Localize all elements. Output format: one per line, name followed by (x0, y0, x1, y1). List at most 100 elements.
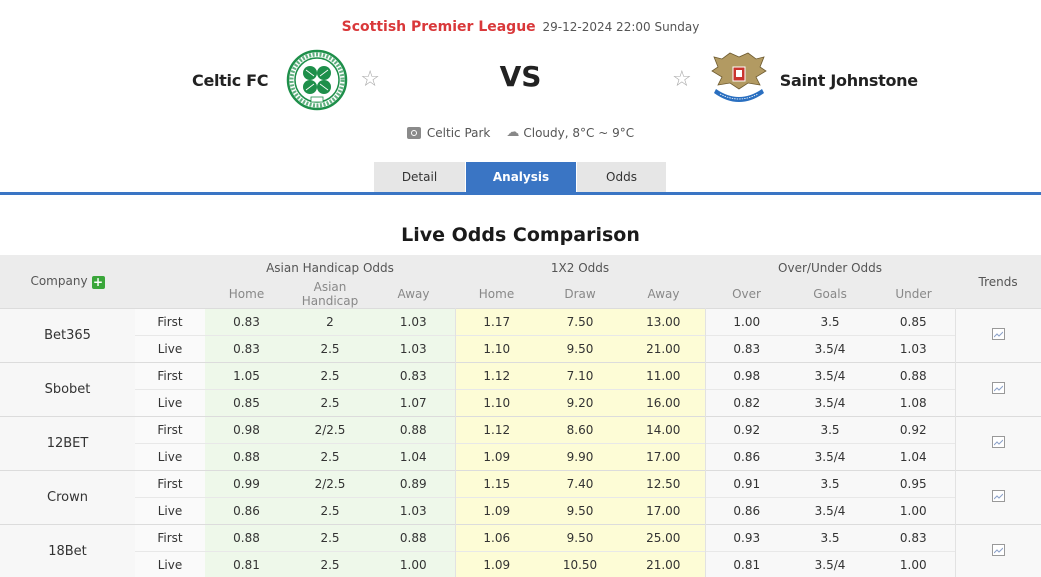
ou-goals-line[interactable]: 3.5/4 (788, 335, 873, 363)
ou-under-odds[interactable]: 0.88 (872, 362, 956, 390)
1x2-draw-odds[interactable]: 7.10 (538, 362, 622, 390)
ou-over-odds[interactable]: 0.93 (705, 524, 789, 552)
ou-over-odds[interactable]: 0.83 (705, 335, 789, 363)
ou-goals-line[interactable]: 3.5 (788, 416, 873, 444)
ou-under-odds[interactable]: 0.85 (872, 308, 956, 336)
1x2-home-odds[interactable]: 1.06 (455, 524, 538, 552)
ou-over-odds[interactable]: 0.82 (705, 389, 789, 417)
tab-analysis[interactable]: Analysis (466, 162, 576, 192)
ou-goals-line[interactable]: 3.5 (788, 470, 873, 498)
company-name[interactable]: Bet365 (0, 308, 135, 363)
ah-home-odds[interactable]: 0.86 (205, 497, 288, 525)
1x2-away-odds[interactable]: 13.00 (622, 308, 706, 336)
ah-away-odds[interactable]: 0.89 (372, 470, 456, 498)
ou-over-odds[interactable]: 0.86 (705, 497, 789, 525)
ah-away-odds[interactable]: 1.00 (372, 551, 456, 577)
ah-handicap-line[interactable]: 2.5 (288, 551, 372, 577)
ou-over-odds[interactable]: 1.00 (705, 308, 789, 336)
ah-away-odds[interactable]: 0.88 (372, 416, 456, 444)
ah-handicap-line[interactable]: 2/2.5 (288, 416, 372, 444)
1x2-home-odds[interactable]: 1.17 (455, 308, 538, 336)
ou-goals-line[interactable]: 3.5/4 (788, 389, 873, 417)
home-team-name[interactable]: Celtic FC (192, 70, 269, 90)
1x2-draw-odds[interactable]: 9.90 (538, 443, 622, 471)
trend-chart-icon[interactable] (991, 436, 1005, 448)
1x2-away-odds[interactable]: 12.50 (622, 470, 706, 498)
ah-away-odds[interactable]: 0.83 (372, 362, 456, 390)
1x2-home-odds[interactable]: 1.12 (455, 362, 538, 390)
trend-chart-icon[interactable] (991, 382, 1005, 394)
ah-away-odds[interactable]: 0.88 (372, 524, 456, 552)
ah-home-odds[interactable]: 0.98 (205, 416, 288, 444)
ah-home-odds[interactable]: 0.83 (205, 308, 288, 336)
1x2-home-odds[interactable]: 1.12 (455, 416, 538, 444)
tab-odds[interactable]: Odds (577, 162, 666, 192)
celtic-crest-icon[interactable] (286, 49, 348, 111)
ah-away-odds[interactable]: 1.03 (372, 497, 456, 525)
ah-handicap-line[interactable]: 2.5 (288, 335, 372, 363)
ah-home-odds[interactable]: 0.81 (205, 551, 288, 577)
ah-home-odds[interactable]: 0.88 (205, 524, 288, 552)
ou-over-odds[interactable]: 0.81 (705, 551, 789, 577)
1x2-draw-odds[interactable]: 9.50 (538, 524, 622, 552)
1x2-draw-odds[interactable]: 7.50 (538, 308, 622, 336)
trend-chart-icon[interactable] (991, 544, 1005, 556)
ah-handicap-line[interactable]: 2/2.5 (288, 470, 372, 498)
ou-under-odds[interactable]: 1.00 (872, 497, 956, 525)
ou-goals-line[interactable]: 3.5/4 (788, 443, 873, 471)
trend-chart-icon[interactable] (991, 328, 1005, 340)
ah-handicap-line[interactable]: 2.5 (288, 497, 372, 525)
ah-handicap-line[interactable]: 2.5 (288, 524, 372, 552)
ah-away-odds[interactable]: 1.03 (372, 308, 456, 336)
ah-home-odds[interactable]: 1.05 (205, 362, 288, 390)
1x2-home-odds[interactable]: 1.10 (455, 389, 538, 417)
ou-goals-line[interactable]: 3.5 (788, 308, 873, 336)
ou-under-odds[interactable]: 0.83 (872, 524, 956, 552)
ah-home-odds[interactable]: 0.83 (205, 335, 288, 363)
ou-goals-line[interactable]: 3.5 (788, 524, 873, 552)
1x2-home-odds[interactable]: 1.15 (455, 470, 538, 498)
1x2-away-odds[interactable]: 17.00 (622, 497, 706, 525)
ah-away-odds[interactable]: 1.04 (372, 443, 456, 471)
1x2-home-odds[interactable]: 1.10 (455, 335, 538, 363)
ah-handicap-line[interactable]: 2 (288, 308, 372, 336)
ou-over-odds[interactable]: 0.98 (705, 362, 789, 390)
ou-under-odds[interactable]: 0.95 (872, 470, 956, 498)
add-company-plus-icon[interactable]: + (91, 275, 105, 289)
ou-goals-line[interactable]: 3.5/4 (788, 551, 873, 577)
favorite-away-star-icon[interactable]: ☆ (672, 67, 692, 92)
ah-away-odds[interactable]: 1.03 (372, 335, 456, 363)
ah-home-odds[interactable]: 0.99 (205, 470, 288, 498)
ou-under-odds[interactable]: 1.00 (872, 551, 956, 577)
st-johnstone-crest-icon[interactable] (708, 49, 770, 111)
ah-handicap-line[interactable]: 2.5 (288, 362, 372, 390)
away-team-name[interactable]: Saint Johnstone (779, 70, 918, 90)
trend-chart-icon[interactable] (991, 490, 1005, 502)
ou-over-odds[interactable]: 0.92 (705, 416, 789, 444)
ou-over-odds[interactable]: 0.86 (705, 443, 789, 471)
favorite-home-star-icon[interactable]: ☆ (360, 67, 380, 92)
ou-under-odds[interactable]: 1.04 (872, 443, 956, 471)
1x2-away-odds[interactable]: 21.00 (622, 551, 706, 577)
ou-under-odds[interactable]: 0.92 (872, 416, 956, 444)
league-name[interactable]: Scottish Premier League (341, 19, 536, 35)
ah-handicap-line[interactable]: 2.5 (288, 443, 372, 471)
tab-detail[interactable]: Detail (374, 162, 465, 192)
ah-handicap-line[interactable]: 2.5 (288, 389, 372, 417)
1x2-away-odds[interactable]: 14.00 (622, 416, 706, 444)
ah-home-odds[interactable]: 0.88 (205, 443, 288, 471)
company-name[interactable]: Sbobet (0, 362, 135, 417)
ou-under-odds[interactable]: 1.08 (872, 389, 956, 417)
company-name[interactable]: Crown (0, 470, 135, 525)
ou-under-odds[interactable]: 1.03 (872, 335, 956, 363)
1x2-away-odds[interactable]: 16.00 (622, 389, 706, 417)
1x2-away-odds[interactable]: 17.00 (622, 443, 706, 471)
1x2-away-odds[interactable]: 21.00 (622, 335, 706, 363)
1x2-draw-odds[interactable]: 9.50 (538, 335, 622, 363)
1x2-away-odds[interactable]: 25.00 (622, 524, 706, 552)
ou-goals-line[interactable]: 3.5/4 (788, 497, 873, 525)
1x2-draw-odds[interactable]: 10.50 (538, 551, 622, 577)
ah-away-odds[interactable]: 1.07 (372, 389, 456, 417)
1x2-draw-odds[interactable]: 8.60 (538, 416, 622, 444)
ou-over-odds[interactable]: 0.91 (705, 470, 789, 498)
